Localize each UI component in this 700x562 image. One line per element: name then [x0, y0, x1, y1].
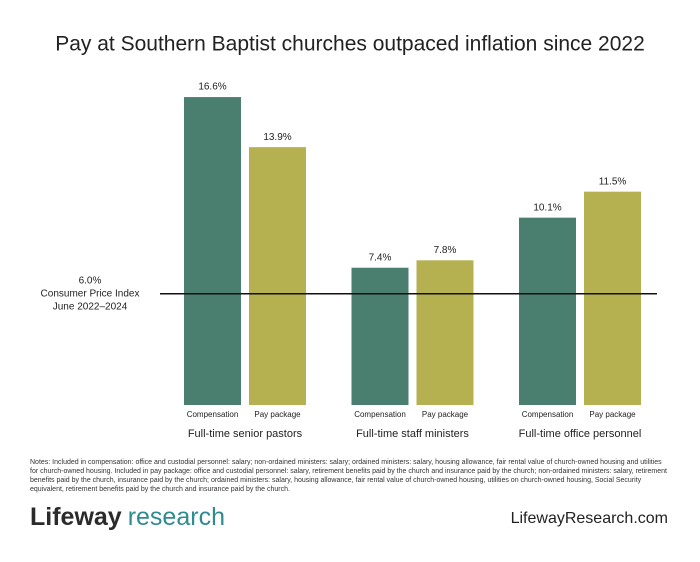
- brand: Lifeway research: [30, 503, 225, 531]
- bar: [519, 217, 576, 405]
- group-label: Full-time senior pastors: [188, 428, 303, 440]
- value-label: 7.4%: [369, 252, 392, 263]
- series-label: Pay package: [589, 410, 636, 419]
- brand-name: Lifeway: [30, 503, 122, 531]
- chart-title: Pay at Southern Baptist churches outpace…: [55, 33, 645, 56]
- series-label: Compensation: [187, 410, 239, 419]
- bar: [184, 97, 241, 405]
- bar: [351, 267, 409, 405]
- bar: [249, 147, 306, 405]
- value-label: 7.8%: [434, 245, 457, 256]
- value-label: 11.5%: [599, 176, 627, 187]
- reference-text: June 2022–2024: [53, 302, 128, 313]
- bar: [584, 191, 641, 405]
- value-label: 10.1%: [533, 202, 561, 213]
- series-label: Pay package: [422, 410, 469, 419]
- value-label: 13.9%: [263, 132, 291, 143]
- notes: Notes: Included in compensation: office …: [30, 459, 667, 493]
- group-label: Full-time staff ministers: [356, 428, 469, 440]
- value-label: 16.6%: [198, 82, 226, 93]
- series-label: Compensation: [522, 410, 574, 419]
- group-label: Full-time office personnel: [519, 428, 642, 440]
- reference-text: Consumer Price Index: [41, 289, 140, 300]
- bar: [416, 260, 474, 405]
- series-label: Compensation: [354, 410, 406, 419]
- series-label: Pay package: [254, 410, 301, 419]
- reference-label: 6.0%: [79, 276, 102, 287]
- brand-sub: research: [128, 503, 225, 531]
- url: LifewayResearch.com: [511, 510, 668, 527]
